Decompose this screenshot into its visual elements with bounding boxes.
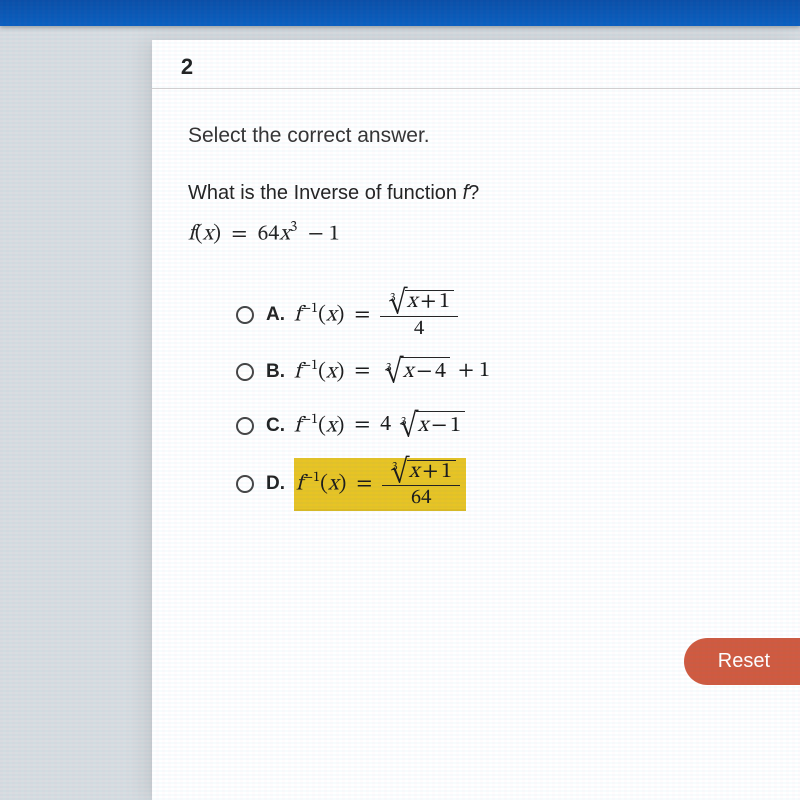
choice-expression: f−1(x) = 3√x−4 + 1	[294, 357, 490, 386]
instruction-text: Select the correct answer.	[188, 124, 780, 148]
fraction: 3√x+14	[380, 290, 458, 339]
stem-prefix: What is the Inverse of function	[188, 182, 463, 204]
choice-expression: f−1(x) = 43√x−1	[294, 411, 465, 440]
trailing-term: + 1	[458, 357, 490, 385]
radio-button[interactable]	[236, 306, 254, 324]
cube-root: 3√x+1	[386, 460, 456, 484]
given-function: f(x) = 64x3 − 1	[188, 217, 780, 248]
choice-row[interactable]: C.f−1(x) = 43√x−1	[236, 404, 780, 448]
fraction: 3√x+164	[382, 460, 460, 509]
choice-expression: f−1(x) = 3√x+164	[294, 458, 466, 511]
coefficient: 4	[380, 411, 391, 439]
choice-letter: A.	[266, 304, 294, 326]
radio-button[interactable]	[236, 363, 254, 381]
question-content: Select the correct answer. What is the I…	[188, 124, 780, 521]
choice-expression: f−1(x) = 3√x+14	[294, 290, 458, 339]
cube-root: 3√x+1	[384, 290, 454, 314]
fn-name: f	[188, 223, 195, 245]
fn-arg: x	[203, 223, 214, 245]
radio-button[interactable]	[236, 475, 254, 493]
f-inverse-lhs: f−1(x)	[294, 411, 344, 440]
cube-root: 3√x−4	[380, 357, 450, 386]
equals-sign: =	[354, 411, 370, 439]
divider	[152, 88, 800, 89]
coef: 64	[258, 223, 280, 245]
app-top-bar	[0, 0, 800, 26]
exp: 3	[290, 219, 298, 235]
question-number: 2	[152, 40, 222, 90]
const: 1	[329, 223, 340, 245]
question-card: 2 Select the correct answer. What is the…	[152, 40, 800, 800]
f-inverse-lhs: f−1(x)	[294, 300, 344, 329]
question-stem: What is the Inverse of function f?	[188, 182, 780, 205]
radio-button[interactable]	[236, 417, 254, 435]
choice-row[interactable]: D.f−1(x) = 3√x+164	[236, 458, 780, 511]
stem-suffix: ?	[468, 182, 479, 204]
f-inverse-lhs: f−1(x)	[296, 469, 346, 498]
var: x	[279, 223, 290, 245]
equals-sign: =	[356, 470, 372, 498]
equals-sign: =	[354, 357, 370, 385]
equals-sign: =	[354, 301, 370, 329]
op: −	[308, 223, 324, 245]
reset-button[interactable]: Reset	[684, 638, 800, 685]
choice-row[interactable]: B.f−1(x) = 3√x−4 + 1	[236, 350, 780, 394]
choice-letter: D.	[266, 473, 294, 495]
cube-root: 3√x−1	[395, 411, 465, 440]
answer-choices: A.f−1(x)=3√x+14B.f−1(x)=3√x−4 + 1C.f−1(x…	[236, 290, 780, 510]
choice-letter: C.	[266, 415, 294, 437]
choice-row[interactable]: A.f−1(x) = 3√x+14	[236, 290, 780, 339]
choice-letter: B.	[266, 361, 294, 383]
f-inverse-lhs: f−1(x)	[294, 357, 344, 386]
